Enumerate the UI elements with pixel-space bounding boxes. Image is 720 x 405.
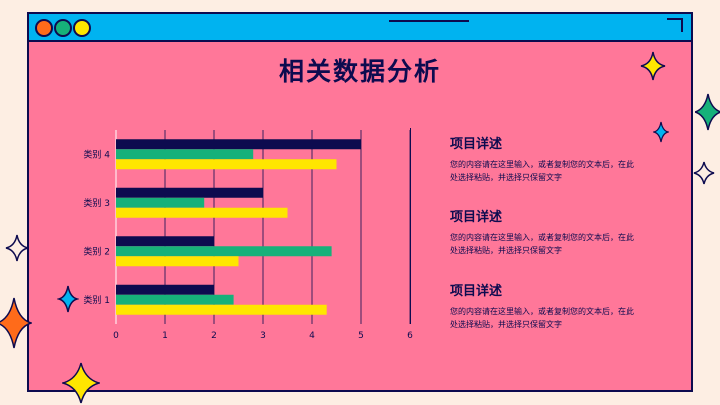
- bar: [116, 294, 234, 305]
- bar: [116, 139, 361, 150]
- detail-heading: 项目详述: [450, 284, 503, 299]
- outline-sparkle-icon: [5, 234, 29, 262]
- y-tick-label: 类别 3: [83, 197, 110, 209]
- detail-text: 您的内容请在这里输入，或者复制您的文本后，在此处选择粘贴，并选择只保留文字: [450, 307, 634, 329]
- outline-sparkle-icon: [693, 161, 715, 185]
- yellow-sparkle-icon: [640, 51, 666, 81]
- titlebar-line: [389, 20, 469, 22]
- bar-chart: 0 1 2 3 4 5 6 类别 1 类别 2 类别 3 类别 4: [83, 130, 413, 340]
- yellow-dot-icon: [73, 19, 91, 37]
- detail-text: 您的内容请在这里输入，或者复制您的文本后，在此处选择粘贴，并选择只保留文字: [450, 160, 634, 182]
- bar: [116, 256, 239, 267]
- green-dot-icon: [54, 19, 72, 37]
- detail-block-3: 项目详述 您的内容请在这里输入，或者复制您的文本后，在此处选择粘贴，并选择只保留…: [450, 280, 635, 331]
- bar: [116, 236, 214, 247]
- x-tick-label: 3: [260, 331, 266, 340]
- x-tick-label: 5: [358, 331, 364, 340]
- window-titlebar: [29, 14, 691, 42]
- red-dot-icon: [35, 19, 53, 37]
- orange-sparkle-icon: [0, 297, 32, 349]
- x-tick-label: 0: [113, 331, 119, 340]
- x-tick-label: 1: [162, 331, 168, 340]
- bar: [116, 149, 254, 160]
- bar: [116, 197, 205, 208]
- detail-block-1: 项目详述 您的内容请在这里输入，或者复制您的文本后，在此处选择粘贴，并选择只保留…: [450, 133, 635, 184]
- blue-sparkle-icon: [653, 121, 669, 143]
- detail-heading: 项目详述: [450, 137, 503, 152]
- y-tick-label: 类别 2: [83, 245, 110, 257]
- yellow-sparkle-icon: [62, 362, 100, 404]
- x-tick-label: 6: [407, 331, 413, 340]
- detail-block-2: 项目详述 您的内容请在这里输入，或者复制您的文本后，在此处选择粘贴，并选择只保留…: [450, 206, 635, 257]
- detail-heading: 项目详述: [450, 210, 503, 225]
- detail-text: 您的内容请在这里输入，或者复制您的文本后，在此处选择粘贴，并选择只保留文字: [450, 233, 634, 255]
- divider-line: [410, 128, 411, 324]
- bar: [116, 246, 332, 257]
- bar: [116, 159, 337, 170]
- bar: [116, 304, 327, 315]
- green-sparkle-icon: [695, 93, 720, 131]
- x-tick-label: 2: [211, 331, 217, 340]
- x-tick-label: 4: [309, 331, 315, 340]
- y-tick-label: 类别 4: [83, 148, 110, 160]
- blue-sparkle-icon: [57, 285, 79, 313]
- page-title: 相关数据分析: [278, 57, 441, 86]
- y-tick-label: 类别 1: [83, 294, 110, 306]
- bar: [116, 207, 288, 218]
- corner-mark-icon: [667, 18, 683, 32]
- bar: [116, 284, 214, 295]
- bar: [116, 187, 263, 198]
